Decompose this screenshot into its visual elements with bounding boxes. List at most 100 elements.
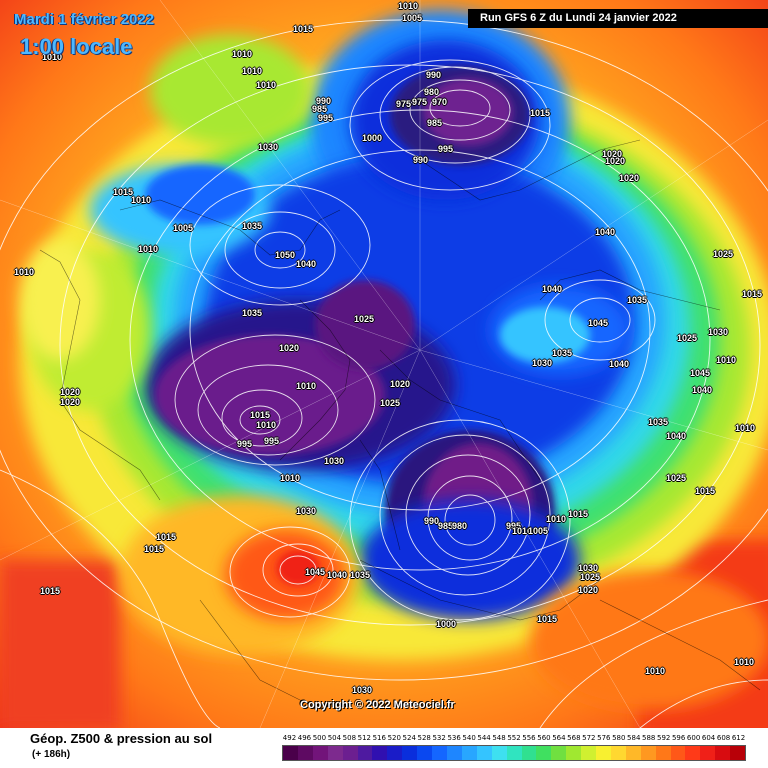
isobar-label: 1015 — [742, 289, 763, 299]
isobar-label: 990 — [424, 516, 440, 526]
isobar-label: 1040 — [595, 227, 616, 237]
isobar-label: 1025 — [580, 572, 601, 582]
isobar-label: 1040 — [296, 259, 317, 269]
isobar-label: 1040 — [666, 431, 687, 441]
copyright: Copyright © 2022 Meteociel.fr — [300, 699, 455, 711]
scale-swatch — [283, 746, 298, 760]
scale-swatch — [610, 746, 626, 760]
isobar-label: 1010 — [734, 657, 755, 667]
warm-corner-southwest — [0, 560, 120, 728]
scale-tick: 548 — [492, 734, 506, 742]
cold-pool-north-inner — [423, 78, 513, 146]
scale-swatch — [327, 746, 343, 760]
isobar-label: 1015 — [695, 486, 716, 496]
scale-swatch — [640, 746, 656, 760]
isobar-label: 1035 — [242, 308, 263, 318]
scale-tick: 576 — [597, 734, 611, 742]
isobar-label: 985 — [438, 521, 454, 531]
scale-swatch — [372, 746, 388, 760]
isobar-label: 995 — [237, 439, 253, 449]
scale-tick: 564 — [552, 734, 566, 742]
cold-pool-west-core — [155, 335, 385, 455]
scale-tick: 592 — [656, 734, 671, 742]
isobar-label: 1000 — [436, 619, 457, 629]
isobar-label: 1025 — [666, 473, 687, 483]
isobar-label: 1020 — [60, 387, 81, 397]
isobar-lines — [0, 19, 768, 728]
isobar-label: 1050 — [275, 250, 296, 260]
scale-tick: 524 — [402, 734, 416, 742]
scale-tick: 536 — [447, 734, 461, 742]
isobar-label: 1015 — [293, 24, 314, 34]
scale-tick: 492 — [282, 734, 297, 742]
scale-tick: 544 — [477, 734, 491, 742]
scale-swatch — [432, 746, 447, 760]
isobar-label: 1015 — [537, 614, 558, 624]
isobar-label: 1045 — [305, 567, 326, 577]
isobar-label: 1010 — [42, 52, 63, 62]
isobar-label: 1035 — [350, 570, 371, 580]
isobar-label: 1015 — [113, 187, 134, 197]
scale-tick: 568 — [567, 734, 581, 742]
isobar-label: 985 — [427, 118, 443, 128]
isobar-label: 1045 — [588, 318, 609, 328]
green-west — [150, 35, 310, 145]
scale-tick: 608 — [716, 734, 731, 742]
color-scale-labels: 492 496 500 504 508 512 516 520 524 528 532 536 540 5… — [282, 734, 746, 744]
isobar-label: 1040 — [327, 570, 348, 580]
isobar-label: 980 — [452, 521, 468, 531]
scale-swatch — [402, 746, 418, 760]
isobar-label: 1030 — [532, 358, 553, 368]
scale-swatch — [461, 746, 477, 760]
scale-tick: 520 — [387, 734, 401, 742]
scale-tick: 580 — [612, 734, 626, 742]
isobar-label: 990 — [426, 70, 442, 80]
scale-tick: 556 — [522, 734, 536, 742]
blue-patch-west — [145, 165, 255, 225]
isobar-label: 1020 — [279, 343, 300, 353]
scale-swatch — [446, 746, 462, 760]
scale-swatch — [357, 746, 373, 760]
isobar-label: 1035 — [627, 295, 648, 305]
isobar-label: 1020 — [619, 173, 640, 183]
isobar-label: 990 — [413, 155, 429, 165]
isobar-label: 1010 — [512, 526, 533, 536]
forecast-date: Mardi 1 février 2022 — [14, 11, 155, 28]
scale-swatch — [715, 746, 731, 760]
scale-tick: 552 — [507, 734, 521, 742]
scale-tick: 528 — [417, 734, 431, 742]
isobar-label: 1035 — [552, 348, 573, 358]
isobar-label: 995 — [264, 436, 280, 446]
isobar-label: 990 — [316, 96, 332, 106]
isobar-label: 1015 — [40, 586, 61, 596]
scale-tick: 560 — [537, 734, 551, 742]
scale-tick: 604 — [701, 734, 716, 742]
scale-swatch — [596, 746, 611, 760]
yellow-west — [20, 240, 100, 360]
isobar-label: 1015 — [568, 509, 589, 519]
isobar-label: 1030 — [708, 327, 729, 337]
isobar-label: 1000 — [362, 133, 383, 143]
isobar-label: 1030 — [352, 685, 373, 695]
isobar-label: 1010 — [138, 244, 159, 254]
scale-swatch — [476, 746, 492, 760]
ridge-east — [530, 570, 768, 710]
scale-swatch — [297, 746, 313, 760]
isobar-label: 995 — [506, 521, 522, 531]
isobar-label: 1030 — [296, 506, 317, 516]
isobar-label: 1010 — [280, 473, 301, 483]
isobar-label: 1010 — [716, 355, 737, 365]
isobar-label: 1010 — [645, 666, 666, 676]
scale-tick: 532 — [432, 734, 446, 742]
scale-swatch — [685, 746, 701, 760]
isobar-label: 1040 — [609, 359, 630, 369]
isobar-label: 1010 — [735, 423, 756, 433]
scale-tick: 500 — [312, 734, 327, 742]
isobar-label: 995 — [318, 113, 334, 123]
scale-swatch — [387, 746, 403, 760]
scale-tick: 584 — [627, 734, 641, 742]
isobar-label: 1020 — [578, 585, 599, 595]
isobar-label: 975 — [412, 97, 428, 107]
graticule — [0, 0, 768, 728]
isobar-label: 1005 — [528, 526, 549, 536]
